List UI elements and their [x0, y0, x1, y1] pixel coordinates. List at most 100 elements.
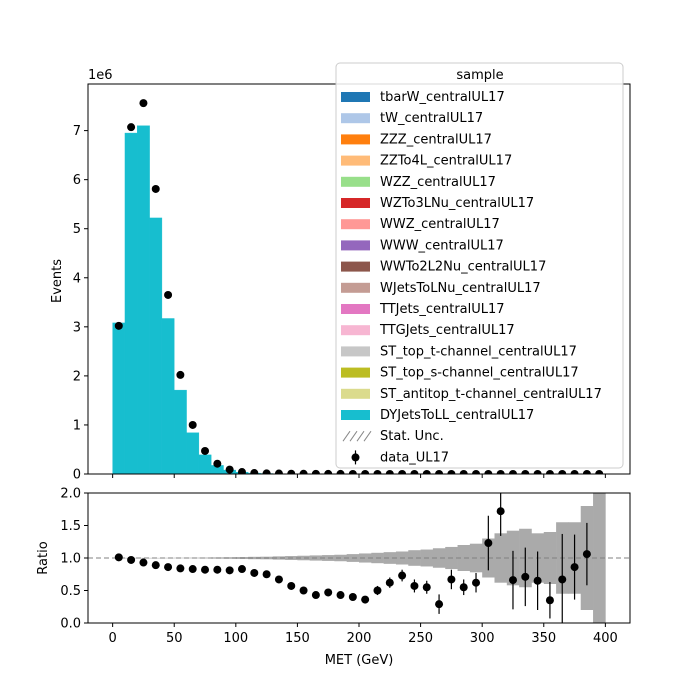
main-ytick-label-2: 2: [73, 369, 81, 384]
legend-swatch-stat-unc: [342, 430, 372, 442]
main-panel: 0 1 2 3 4 5 6 7 1e6 Events: [50, 68, 631, 483]
data-point-17: [324, 469, 333, 474]
ratio-point-16: [311, 591, 320, 600]
data-point-21: [373, 469, 382, 474]
legend-swatch-8: [341, 261, 370, 272]
legend-label-6: WWZ_centralUL17: [380, 217, 500, 232]
stat-unc-bin-15: [297, 555, 311, 561]
ratio-xtick-label-1: 50: [166, 631, 183, 646]
legend-hatch-line-1: [349, 430, 358, 442]
ratio-xtick-label-6: 300: [470, 631, 495, 646]
ratio-point-0: [114, 553, 123, 562]
legend-swatch-12: [341, 346, 370, 357]
data-point-4: [164, 290, 173, 299]
ratio-point-6: [188, 565, 197, 574]
legend-hatch-line-2: [356, 430, 365, 442]
stat-unc-bin-22: [383, 552, 397, 564]
bar-15-2: [137, 125, 150, 474]
data-point-34: [533, 469, 542, 474]
bar-15-5: [174, 389, 187, 474]
data-point-23: [398, 469, 407, 474]
legend-label-1: tW_centralUL17: [380, 111, 483, 126]
ratio-point-20: [361, 595, 370, 604]
legend-title: sample: [456, 68, 503, 83]
legend-hatch-line-0: [342, 430, 351, 442]
main-ytick-label-6: 6: [73, 173, 81, 188]
data-point-36: [558, 469, 567, 474]
legend-label-15: DYJetsToLL_centralUL17: [380, 408, 534, 423]
legend-swatch-4: [341, 176, 370, 187]
data-point-27: [447, 469, 456, 474]
ratio-point-37: [570, 563, 579, 572]
main-y-axis-label: Events: [50, 259, 65, 303]
ratio-point-30: [484, 539, 493, 548]
bar-15-7: [198, 454, 212, 474]
data-point-1: [127, 123, 136, 132]
stat-unc-bin-7: [198, 557, 212, 559]
legend-label-0: tbarW_centralUL17: [380, 90, 505, 105]
bar-15-3: [149, 217, 163, 474]
y-offset-label: 1e6: [88, 68, 113, 83]
ratio-point-11: [250, 568, 259, 577]
ratio-point-14: [287, 581, 296, 590]
main-y-ticks: 0 1 2 3 4 5 6 7: [73, 124, 88, 483]
legend-swatch-13: [341, 367, 370, 378]
ratio-point-21: [373, 586, 382, 595]
ratio-point-27: [447, 575, 456, 584]
legend-swatch-11: [341, 325, 370, 336]
stat-unc-bin-2: [137, 557, 150, 559]
stat-unc-bin-20: [359, 553, 372, 563]
data-point-35: [545, 469, 554, 474]
ratio-point-36: [558, 575, 567, 584]
main-ytick-label-5: 5: [73, 222, 81, 237]
legend-label-8: WWTo2L2Nu_centralUL17: [380, 260, 546, 275]
ratio-point-38: [582, 550, 591, 559]
data-point-26: [435, 469, 444, 474]
ratio-xtick-label-2: 100: [223, 631, 248, 646]
ratio-point-9: [225, 566, 234, 575]
ratio-ytick-label-0: 0.0: [60, 617, 81, 632]
data-point-29: [472, 469, 481, 474]
ratio-point-3: [151, 561, 160, 570]
data-point-18: [336, 469, 345, 474]
legend-hatch-line-3: [363, 430, 372, 442]
legend-swatch-1: [341, 113, 370, 124]
main-ytick-label-0: 0: [73, 468, 81, 483]
stat-unc-bin-26: [432, 548, 446, 568]
legend-swatch-2: [341, 134, 370, 145]
ratio-xtick-label-8: 400: [593, 631, 618, 646]
ratio-ytick-label-3: 1.5: [60, 519, 81, 534]
ratio-panel: 0.0 0.5 1.0 1.5 2.0 0 50 100 150 200 250 300 350 400…: [36, 487, 631, 668]
main-ytick-label-7: 7: [73, 124, 81, 139]
data-point-13: [274, 469, 283, 474]
main-ytick-label-1: 1: [73, 418, 81, 433]
data-point-37: [570, 469, 579, 474]
ratio-point-17: [324, 588, 333, 597]
bar-15-0: [112, 322, 126, 474]
data-point-5: [176, 370, 185, 379]
legend-label-4: WZZ_centralUL17: [380, 175, 496, 190]
ratio-point-4: [164, 563, 173, 572]
legend-swatch-0: [341, 92, 370, 102]
legend-label-data: data_UL17: [380, 450, 449, 465]
data-point-3: [151, 184, 160, 193]
data-point-39: [595, 469, 604, 474]
stat-unc-bin-11: [248, 556, 261, 560]
ratio-x-ticks: 0 50 100 150 200 250 300 350 400: [108, 623, 618, 646]
data-points: [114, 99, 604, 474]
stat-unc-bin-39: [593, 493, 606, 623]
ratio-point-23: [398, 571, 407, 580]
data-point-20: [361, 469, 370, 474]
ratio-point-33: [521, 572, 530, 581]
data-point-7: [201, 446, 210, 455]
ratio-ytick-label-4: 2.0: [60, 487, 81, 502]
legend-swatch-10: [341, 304, 370, 314]
legend-label-2: ZZZ_centralUL17: [380, 132, 492, 147]
ratio-ytick-label-2: 1.0: [60, 552, 81, 567]
data-point-30: [484, 469, 493, 474]
x-axis-label: MET (GeV): [325, 653, 394, 668]
ratio-points: [114, 493, 591, 623]
data-point-9: [225, 465, 234, 474]
legend: sample tbarW_centralUL17 tW_centralUL17 ZZ…: [335, 62, 624, 469]
legend-swatch-15: [341, 410, 370, 420]
